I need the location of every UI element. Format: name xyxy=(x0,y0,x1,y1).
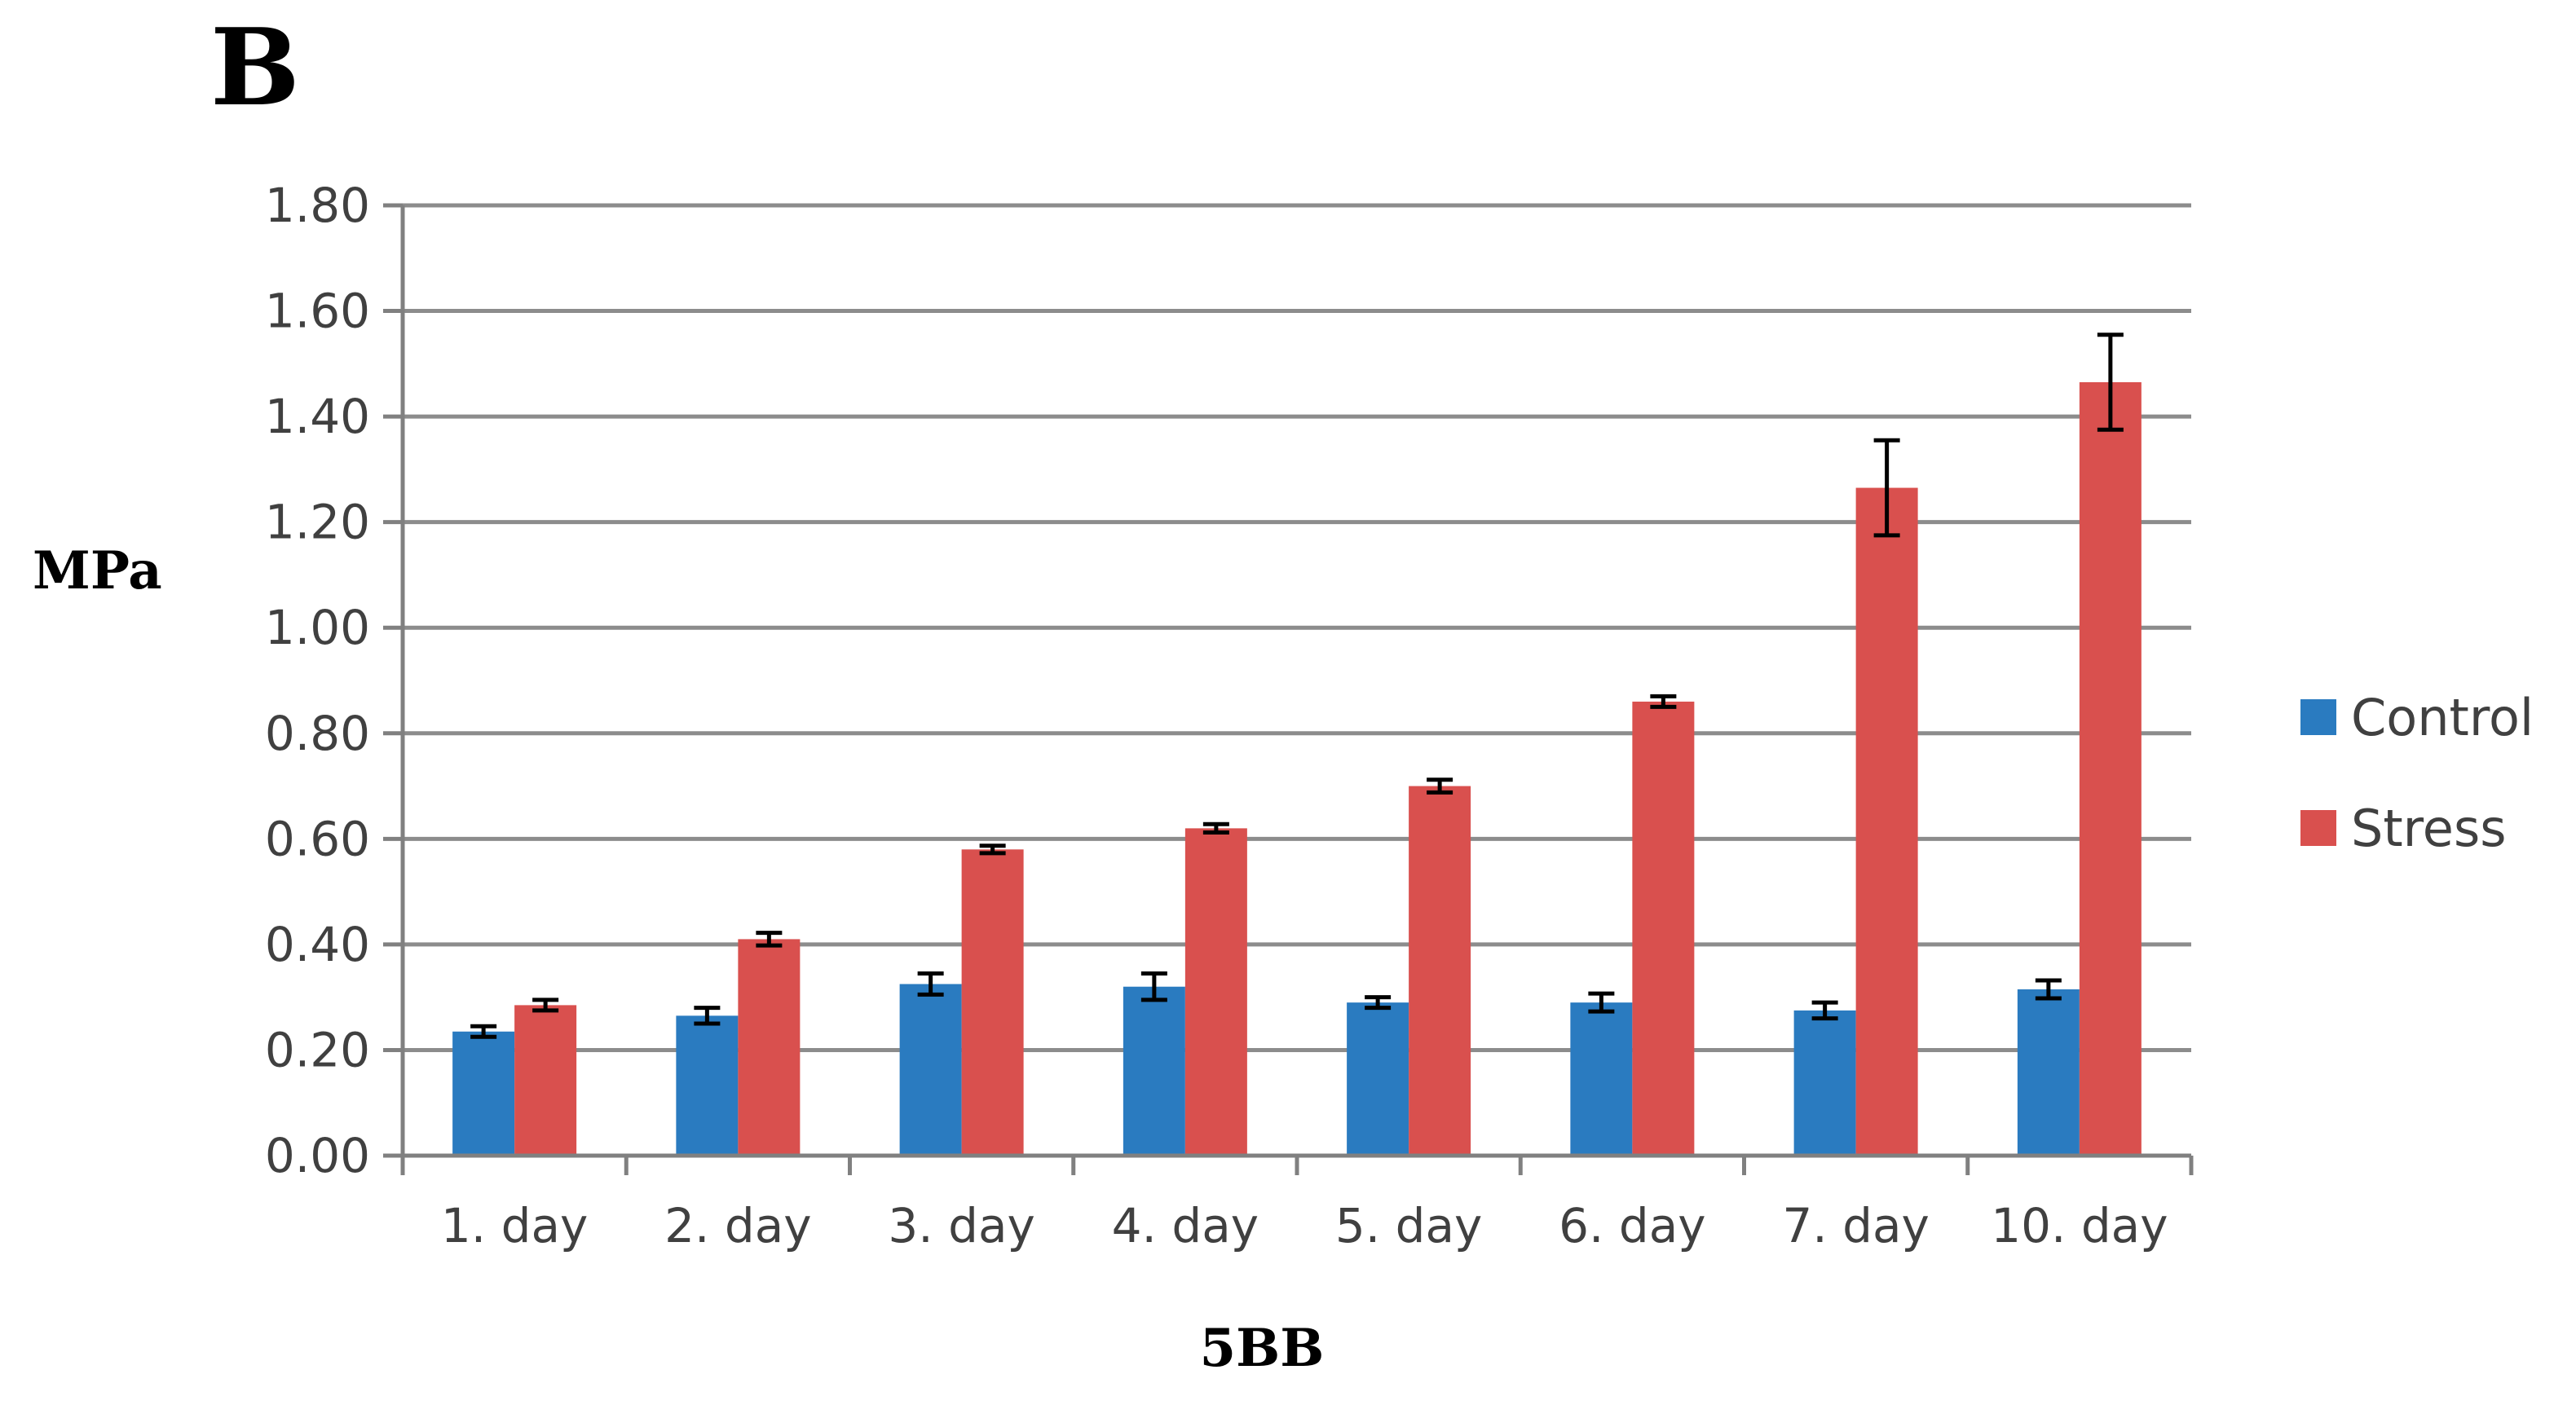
legend: Control Stress xyxy=(2300,688,2534,858)
y-tick-label: 0.80 xyxy=(265,706,370,761)
legend-swatch-stress xyxy=(2300,810,2336,846)
bar-control-4 xyxy=(1123,986,1185,1156)
y-axis-tick-labels: 0.00 0.20 0.40 0.60 0.80 1.00 1.20 1.40 1.60 1.80 xyxy=(265,178,370,1183)
bar-control-2 xyxy=(676,1015,739,1156)
legend-swatch-control xyxy=(2300,699,2336,735)
x-tick-label: 7. day xyxy=(1782,1198,1929,1253)
bar-control-8 xyxy=(2017,989,2080,1156)
y-tick-label: 1.60 xyxy=(265,284,370,339)
y-tick-label: 0.20 xyxy=(265,1022,370,1077)
x-tick-label: 6. day xyxy=(1559,1198,1705,1253)
y-axis-title: MPa xyxy=(33,540,162,601)
x-tick-label: 1. day xyxy=(441,1198,588,1253)
x-tick-label: 5. day xyxy=(1335,1198,1482,1253)
x-axis-title: 5BB xyxy=(1200,1318,1325,1379)
x-tick-label: 4. day xyxy=(1112,1198,1259,1253)
y-tick-label: 1.80 xyxy=(265,178,370,233)
x-axis-tick-labels: 1. day 2. day 3. day 4. day 5. day 6. day 7. d… xyxy=(441,1198,2168,1253)
bar-control-6 xyxy=(1570,1002,1633,1156)
bar-stress-7 xyxy=(1855,487,1918,1156)
error-bars xyxy=(470,333,2124,1039)
y-tick-label: 1.00 xyxy=(265,600,370,655)
gridlines xyxy=(383,203,2191,1158)
bar-control-1 xyxy=(452,1031,515,1156)
x-tick-label: 2. day xyxy=(664,1198,811,1253)
bar-stress-1 xyxy=(514,1005,577,1156)
bar-stress-2 xyxy=(738,939,801,1156)
bar-stress-6 xyxy=(1632,701,1695,1156)
y-tick-label: 0.40 xyxy=(265,917,370,972)
bar-stress-8 xyxy=(2079,382,2142,1156)
legend-label-stress: Stress xyxy=(2351,799,2507,858)
y-tick-label: 0.00 xyxy=(265,1128,370,1183)
y-tick-label: 0.60 xyxy=(265,811,370,866)
legend-label-control: Control xyxy=(2351,688,2534,747)
bar-control-5 xyxy=(1347,1002,1409,1156)
bar-stress-5 xyxy=(1409,786,1471,1156)
x-tick-label: 3. day xyxy=(888,1198,1034,1253)
x-tick-label: 10. day xyxy=(1991,1198,2168,1253)
axes xyxy=(400,205,2194,1175)
bar-control-7 xyxy=(1793,1010,1856,1156)
y-tick-label: 1.20 xyxy=(265,495,370,550)
bar-stress-4 xyxy=(1184,828,1247,1156)
y-tick-label: 1.40 xyxy=(265,389,370,444)
bar-series xyxy=(452,382,2142,1156)
panel-label: B xyxy=(210,5,300,130)
bar-control-3 xyxy=(899,984,962,1156)
bar-stress-3 xyxy=(961,849,1024,1156)
